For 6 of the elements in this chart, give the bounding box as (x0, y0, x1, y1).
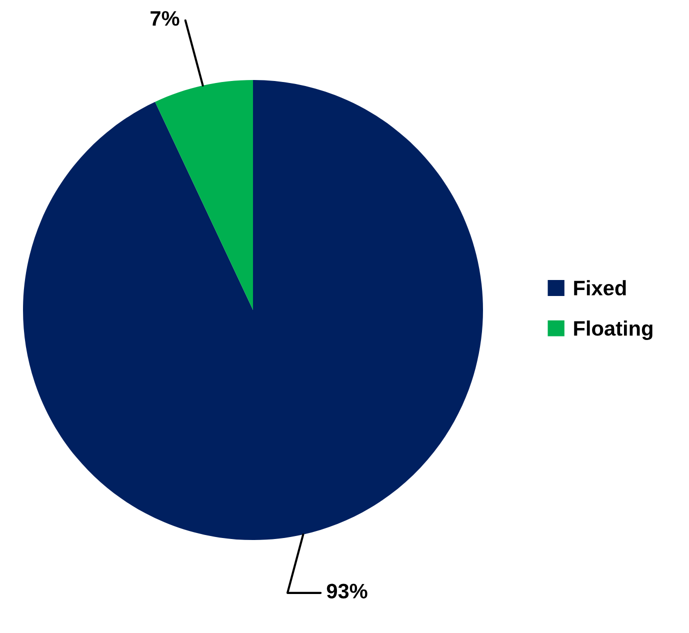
legend-label: Fixed (574, 280, 626, 296)
pie-slice (23, 80, 483, 540)
legend-label: Floating (574, 320, 652, 340)
data-label: 93% (326, 584, 368, 599)
pie-slice (155, 80, 253, 310)
data-label: 7% (150, 11, 180, 26)
